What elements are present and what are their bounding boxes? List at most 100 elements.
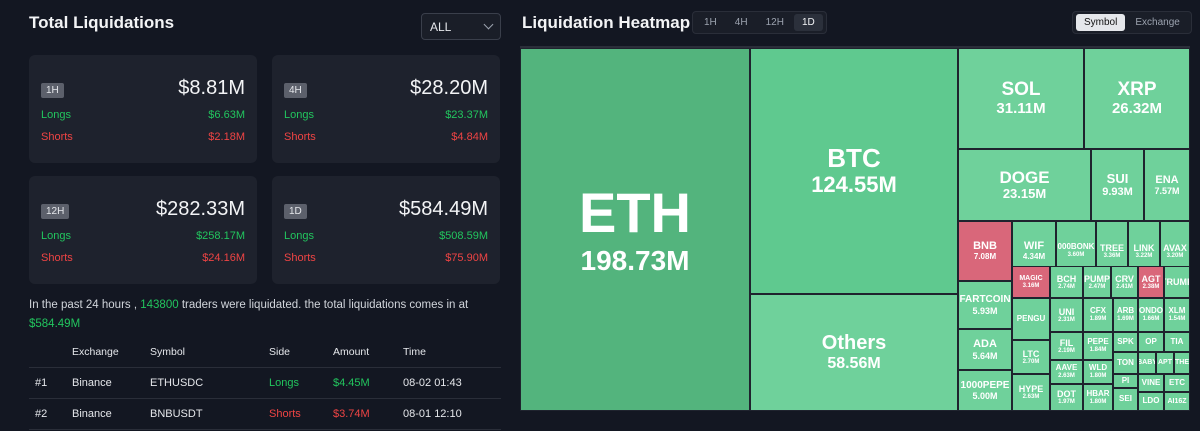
tile-symbol: DOT bbox=[1057, 389, 1076, 400]
heatmap-tile-ltc[interactable]: LTC 2.70M bbox=[1012, 340, 1050, 374]
tab-exchange[interactable]: Exchange bbox=[1135, 17, 1180, 28]
heatmap-tile-baby[interactable]: BABY bbox=[1138, 352, 1156, 374]
heatmap-tile-apt[interactable]: APT bbox=[1156, 352, 1174, 374]
heatmap-tile-fartcoin[interactable]: FARTCOIN 5.93M bbox=[958, 281, 1012, 329]
tile-value: 3.16M bbox=[1022, 282, 1040, 289]
heatmap-tile-xrp[interactable]: XRP 26.32M bbox=[1084, 48, 1190, 149]
tile-symbol: LDO bbox=[1142, 396, 1160, 406]
traders-count: 143800 bbox=[140, 299, 179, 311]
shorts-label: Shorts bbox=[284, 252, 316, 264]
heatmap-tile-etc[interactable]: ETC bbox=[1164, 374, 1190, 392]
heatmap-tile-hbar[interactable]: HBAR 1.80M bbox=[1083, 384, 1113, 411]
heatmap-tile-ondo[interactable]: ONDO 1.66M bbox=[1138, 298, 1164, 332]
tile-value: 2.47M bbox=[1088, 283, 1106, 290]
heatmap-tile-uni[interactable]: UNI 2.31M bbox=[1050, 298, 1083, 332]
tile-symbol: LTC bbox=[1022, 348, 1040, 359]
tile-symbol: THE bbox=[1175, 359, 1189, 367]
heatmap-tile-trump[interactable]: TRUMP bbox=[1164, 266, 1190, 298]
heatmap-tile-others[interactable]: Others 58.56M bbox=[750, 294, 958, 411]
tab-symbol[interactable]: Symbol bbox=[1076, 14, 1126, 31]
tile-symbol: HBAR bbox=[1086, 388, 1110, 398]
tile-symbol: ARB bbox=[1116, 306, 1135, 316]
heatmap-tile-magic[interactable]: MAGIC 3.16M bbox=[1012, 266, 1050, 298]
period-tabs: 1H 4H 12H 1D bbox=[692, 11, 827, 34]
tile-symbol: SUI bbox=[1106, 170, 1129, 186]
heatmap-tile-vine[interactable]: VINE bbox=[1138, 374, 1164, 392]
heatmap-tile-spk[interactable]: SPK bbox=[1113, 332, 1138, 352]
tab-12h[interactable]: 12H bbox=[765, 17, 784, 28]
heatmap-tile-bch[interactable]: BCH 2.74M bbox=[1050, 266, 1083, 298]
heatmap-tile-btc[interactable]: BTC 124.55M bbox=[750, 48, 958, 294]
tile-symbol: CRV bbox=[1115, 273, 1134, 284]
heatmap-tile-xlm[interactable]: XLM 1.54M bbox=[1164, 298, 1190, 332]
heatmap-tile-op[interactable]: OP bbox=[1138, 332, 1164, 352]
heatmap-tile-sei[interactable]: SEI bbox=[1113, 388, 1138, 411]
row-exchange: Binance bbox=[72, 408, 112, 420]
exchange-filter-select[interactable]: ALL bbox=[421, 13, 501, 40]
tile-value: 2.41M bbox=[1116, 283, 1133, 290]
heatmap-tile-ai16z[interactable]: AI16Z bbox=[1164, 392, 1190, 411]
heatmap-tile-pepe[interactable]: PEPE 1.84M bbox=[1083, 332, 1113, 360]
heatmap-tile-ada[interactable]: ADA 5.64M bbox=[958, 329, 1012, 370]
tile-symbol: LINK bbox=[1133, 242, 1155, 253]
tile-symbol: XRP bbox=[1117, 79, 1157, 101]
heatmap-tile-ton[interactable]: TON bbox=[1113, 352, 1138, 374]
tile-value: 198.73M bbox=[580, 245, 690, 277]
row-side: Shorts bbox=[269, 408, 301, 420]
heatmap-tile-1000pepe[interactable]: 1000PEPE 5.00M bbox=[958, 370, 1012, 411]
row-time: 08-01 12:10 bbox=[403, 408, 462, 420]
heatmap-tile-sol[interactable]: SOL 31.11M bbox=[958, 48, 1084, 149]
heatmap-tile-pump[interactable]: PUMP 2.47M bbox=[1083, 266, 1111, 298]
summary-middle: traders were liquidated. the total liqui… bbox=[181, 299, 469, 311]
tile-value: 7.57M bbox=[1154, 186, 1180, 197]
tile-symbol: WLD bbox=[1088, 363, 1108, 373]
heatmap-tile-hype[interactable]: HYPE 2.63M bbox=[1012, 374, 1050, 411]
header-symbol: Symbol bbox=[150, 345, 186, 358]
summary-amount: $584.49M bbox=[29, 318, 81, 330]
row-amount: $3.74M bbox=[333, 408, 370, 420]
heatmap-tile-aave[interactable]: AAVE 2.63M bbox=[1050, 360, 1083, 384]
heatmap-tile-cfx[interactable]: CFX 1.89M bbox=[1083, 298, 1113, 332]
heatmap-tile-the[interactable]: THE bbox=[1174, 352, 1190, 374]
heatmap-tile-pengu[interactable]: PENGU bbox=[1012, 298, 1050, 340]
period-badge: 1H bbox=[41, 83, 64, 98]
chevron-down-icon bbox=[483, 19, 494, 30]
heatmap-tile-bnb[interactable]: BNB 7.08M bbox=[958, 221, 1012, 281]
heatmap-tile-ldo[interactable]: LDO bbox=[1138, 392, 1164, 411]
heatmap-tile-doge[interactable]: DOGE 23.15M bbox=[958, 149, 1091, 221]
heatmap-tile-crv[interactable]: CRV 2.41M bbox=[1111, 266, 1138, 298]
heatmap-tile-pi[interactable]: PI bbox=[1113, 374, 1138, 388]
heatmap-tile-wld[interactable]: WLD 1.80M bbox=[1083, 360, 1113, 384]
longs-value: $508.59M bbox=[439, 230, 488, 242]
tile-symbol: AVAX bbox=[1163, 242, 1187, 253]
tile-symbol: 000BONK bbox=[1057, 242, 1095, 252]
longs-value: $23.37M bbox=[445, 109, 488, 121]
heatmap-tile-arb[interactable]: ARB 1.69M bbox=[1113, 298, 1138, 332]
row-exchange: Binance bbox=[72, 377, 112, 389]
heatmap-tile-fil[interactable]: FIL 2.19M bbox=[1050, 332, 1083, 360]
tile-symbol: PEPE bbox=[1087, 337, 1109, 347]
period-badge: 12H bbox=[41, 204, 70, 219]
shorts-row: Shorts $4.84M bbox=[284, 131, 488, 143]
tab-4h[interactable]: 4H bbox=[734, 17, 748, 28]
heatmap-tile-dot[interactable]: DOT 1.97M bbox=[1050, 384, 1083, 411]
header-amount: Amount bbox=[333, 345, 370, 358]
heatmap-title: Liquidation Heatmap bbox=[522, 13, 691, 32]
tab-1d[interactable]: 1D bbox=[793, 14, 823, 31]
tile-symbol: TON bbox=[1117, 357, 1134, 367]
tile-symbol: ONDO bbox=[1139, 306, 1163, 316]
liquidation-card-1d: 1D $584.49M Longs $508.59M Shorts $75.90… bbox=[272, 176, 500, 284]
tile-symbol: WIF bbox=[1023, 240, 1045, 253]
table-row[interactable]: #1 Binance ETHUSDC Longs $4.45M 08-02 01… bbox=[29, 368, 501, 399]
heatmap-tile-eth[interactable]: ETH 198.73M bbox=[520, 48, 750, 411]
table-row[interactable]: #2 Binance BNBUSDT Shorts $3.74M 08-01 1… bbox=[29, 399, 501, 430]
tile-value: 23.15M bbox=[1002, 186, 1047, 202]
heatmap-tile-tia[interactable]: TIA bbox=[1164, 332, 1190, 352]
heatmap-tile-sui[interactable]: SUI 9.93M bbox=[1091, 149, 1144, 221]
heatmap-tile-ena[interactable]: ENA 7.57M bbox=[1144, 149, 1190, 221]
tile-value: 7.08M bbox=[973, 251, 997, 261]
tile-value: 5.00M bbox=[972, 391, 998, 402]
tab-1h[interactable]: 1H bbox=[704, 17, 717, 28]
heatmap-tile-agt[interactable]: AGT 2.38M bbox=[1138, 266, 1164, 298]
tile-value: 1.97M bbox=[1058, 399, 1075, 406]
